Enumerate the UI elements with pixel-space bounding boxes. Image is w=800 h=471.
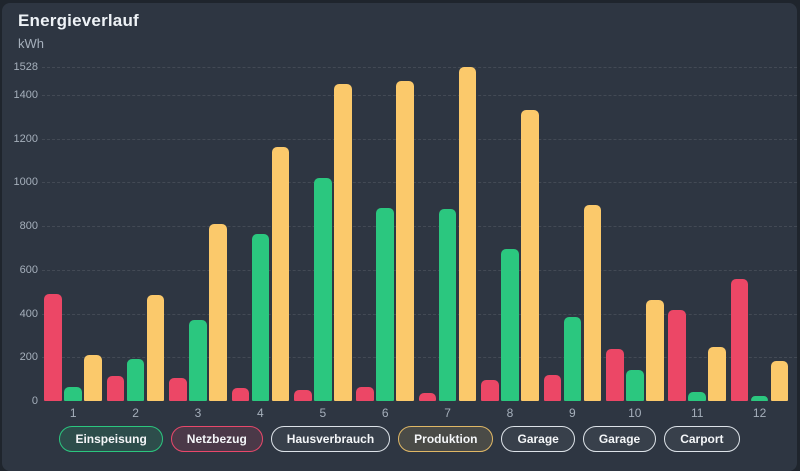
- bar-netzbezug-12[interactable]: [730, 278, 749, 401]
- bar-produktion-1[interactable]: [84, 355, 102, 401]
- x-axis-label: 6: [381, 406, 389, 420]
- bar-einspeisung-3[interactable]: [189, 320, 207, 401]
- y-axis-tick-label: 600: [19, 263, 38, 276]
- y-axis-tick-label: 1400: [13, 88, 38, 101]
- bar-netzbezug-2[interactable]: [106, 375, 125, 401]
- bar-einspeisung-5[interactable]: [314, 178, 332, 401]
- y-axis-tick-label: 1000: [13, 176, 38, 189]
- bar-einspeisung-7[interactable]: [438, 208, 457, 401]
- grid-line: [42, 357, 797, 359]
- bar-produktion-7[interactable]: [458, 67, 477, 401]
- bar-netzbezug-6[interactable]: [356, 386, 374, 401]
- bar-netzbezug-9[interactable]: [543, 374, 562, 401]
- plot-area: 0 200 400 600 800 1000 1200 1400 1528 1 2 3 4 5 6 7 8 9 10…: [2, 3, 797, 471]
- bar-netzbezug-10[interactable]: [606, 348, 624, 401]
- legend-pill-einspeisung[interactable]: Einspeisung: [59, 426, 163, 452]
- bar-produktion-9[interactable]: [583, 205, 602, 401]
- legend-pill-hausverbrauch[interactable]: Hausverbrauch: [270, 426, 391, 452]
- x-axis-label: 4: [257, 406, 264, 420]
- x-axis-label: 10: [628, 406, 642, 420]
- bar-produktion-10[interactable]: [646, 300, 664, 401]
- bar-einspeisung-6[interactable]: [376, 207, 394, 401]
- legend-pill-produktion[interactable]: Produktion: [398, 426, 494, 452]
- grid-line: [42, 313, 797, 315]
- y-axis-tick-label: 1528: [13, 61, 38, 73]
- x-axis-label: 7: [444, 406, 451, 420]
- x-axis-label: 3: [194, 406, 202, 420]
- bar-einspeisung-8[interactable]: [501, 249, 519, 401]
- x-axis-label: 2: [132, 406, 139, 420]
- bar-einspeisung-1[interactable]: [64, 386, 82, 401]
- y-axis-tick-label: 1200: [13, 132, 38, 145]
- bar-produktion-5[interactable]: [334, 84, 352, 401]
- y-axis-tick-label: 200: [19, 351, 38, 364]
- bar-einspeisung-4[interactable]: [251, 233, 270, 401]
- grid-line: [42, 67, 797, 68]
- y-axis-tick-label: 400: [19, 307, 38, 320]
- energy-history-card: Energieverlauf kWh 0 200 400 600 800 1000 1200…: [2, 3, 797, 471]
- grid-line: [42, 94, 797, 96]
- legend-pill-carport[interactable]: Carport: [664, 426, 740, 452]
- chart-legend: Einspeisung Netzbezug Hausverbrauch Produkt…: [2, 426, 797, 452]
- bar-einspeisung-11[interactable]: [688, 392, 706, 401]
- bar-produktion-6[interactable]: [396, 80, 414, 401]
- legend-pill-netzbezug[interactable]: Netzbezug: [170, 426, 263, 452]
- bar-netzbezug-11[interactable]: [668, 310, 686, 401]
- bar-einspeisung-10[interactable]: [626, 370, 644, 401]
- bar-netzbezug-3[interactable]: [169, 378, 187, 401]
- bar-produktion-2[interactable]: [146, 294, 165, 401]
- grid-line: [42, 269, 797, 271]
- x-axis-label: 12: [752, 406, 767, 420]
- bar-produktion-12[interactable]: [770, 360, 789, 401]
- bar-netzbezug-4[interactable]: [231, 387, 250, 401]
- legend-pill-garage[interactable]: Garage: [582, 426, 657, 452]
- bar-netzbezug-1[interactable]: [44, 293, 62, 401]
- grid-line: [42, 182, 797, 184]
- bar-netzbezug-7[interactable]: [418, 393, 437, 401]
- x-axis-label: 1: [69, 406, 77, 420]
- x-axis-label: 11: [690, 406, 704, 420]
- bar-produktion-3[interactable]: [209, 223, 227, 401]
- page-title: Energieverlauf: [18, 11, 139, 30]
- bar-produktion-4[interactable]: [271, 147, 290, 401]
- x-axis-label: 5: [319, 406, 327, 420]
- y-axis-tick-label: 800: [19, 220, 38, 233]
- x-axis-label: 8: [506, 406, 514, 420]
- bar-einspeisung-9[interactable]: [563, 316, 582, 401]
- bar-einspeisung-2[interactable]: [126, 359, 145, 401]
- bar-netzbezug-8[interactable]: [481, 380, 499, 401]
- y-axis-tick-label: 0: [31, 395, 38, 407]
- y-axis-unit-label: kWh: [18, 36, 44, 51]
- x-axis-label: 9: [569, 406, 576, 420]
- bar-netzbezug-5[interactable]: [294, 390, 312, 401]
- grid-line: [42, 226, 797, 228]
- bar-produktion-8[interactable]: [521, 110, 539, 401]
- legend-pill-garage[interactable]: Garage: [501, 426, 575, 452]
- grid-line: [42, 138, 797, 140]
- bar-produktion-11[interactable]: [708, 347, 726, 401]
- bar-einspeisung-12[interactable]: [750, 395, 769, 401]
